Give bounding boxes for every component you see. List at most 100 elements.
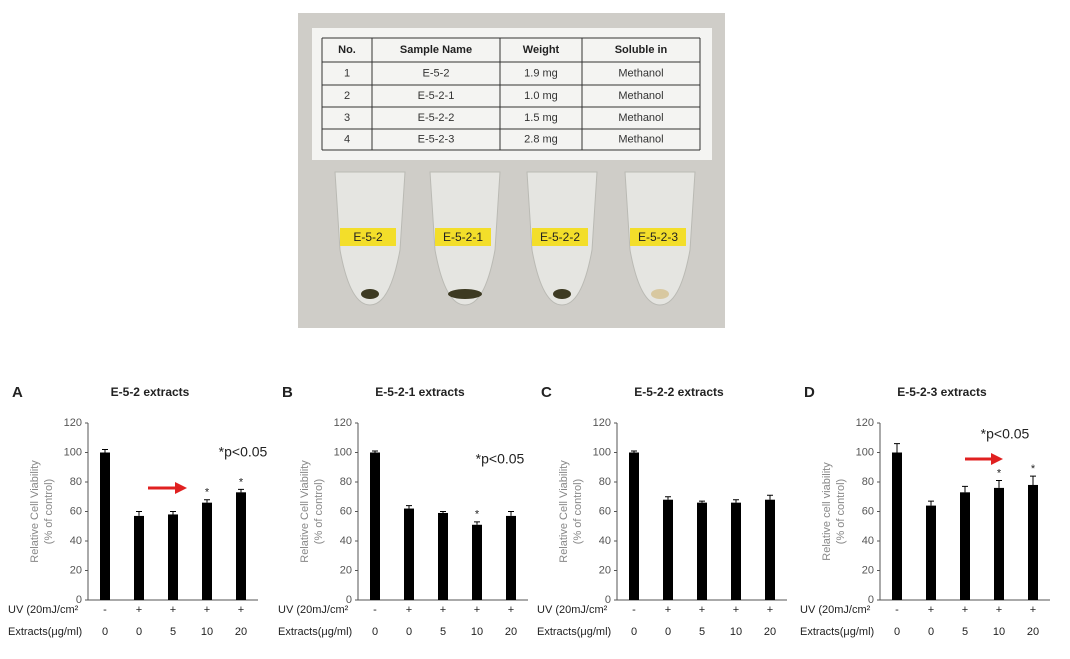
y-axis-title: (% of control)	[835, 479, 847, 544]
uv-label: +	[170, 604, 176, 616]
y-axis-title: Relative Cell Viability	[299, 460, 311, 563]
x-tick-label: 10	[993, 626, 1005, 638]
significance-star: *	[997, 467, 1002, 479]
x-tick-label: 20	[764, 626, 776, 638]
panel-letter: D	[804, 384, 815, 401]
y-tick-label: 80	[862, 476, 874, 488]
uv-label: +	[665, 604, 671, 616]
uv-label: +	[474, 604, 480, 616]
extract-row-label: Extracts(μg/ml)	[800, 626, 874, 638]
uv-label: +	[928, 604, 934, 616]
table-cell: 3	[344, 112, 350, 124]
uv-label: +	[406, 604, 412, 616]
significance-star: *	[475, 509, 480, 521]
significance-note: *p<0.05	[476, 451, 525, 467]
y-tick-label: 0	[346, 594, 352, 606]
y-tick-label: 80	[340, 476, 352, 488]
table-cell: Methanol	[618, 67, 663, 79]
uv-label: +	[962, 604, 968, 616]
y-tick-label: 20	[599, 564, 611, 576]
y-axis-title: (% of control)	[43, 479, 55, 544]
bar	[892, 452, 902, 600]
bar	[731, 502, 741, 600]
y-tick-label: 0	[76, 594, 82, 606]
table-cell: Methanol	[618, 90, 663, 102]
y-axis-title: Relative Cell Viability	[558, 460, 570, 563]
x-tick-label: 0	[894, 626, 900, 638]
x-tick-label: 0	[928, 626, 934, 638]
uv-row-label: UV (20mJ/cm²	[800, 604, 871, 616]
bar	[202, 502, 212, 600]
x-tick-label: 5	[170, 626, 176, 638]
y-axis-title: (% of control)	[313, 479, 325, 544]
error-bar	[508, 511, 514, 516]
tube-label: E-5-2-1	[443, 230, 483, 244]
x-tick-label: 10	[730, 626, 742, 638]
table-cell: 2	[344, 90, 350, 102]
uv-label: +	[238, 604, 244, 616]
error-bar	[894, 443, 900, 453]
error-bar	[136, 511, 142, 516]
tube-label: E-5-2-2	[540, 230, 580, 244]
y-tick-label: 20	[70, 564, 82, 576]
uv-label: +	[733, 604, 739, 616]
uv-label: -	[373, 604, 377, 616]
bar	[994, 487, 1004, 600]
x-tick-label: 20	[1027, 626, 1039, 638]
arrow-head	[991, 453, 1003, 465]
table-cell: 1.0 mg	[524, 90, 558, 102]
uv-label: +	[204, 604, 210, 616]
error-bar	[372, 450, 378, 453]
bar	[1028, 484, 1038, 600]
x-tick-label: 5	[440, 626, 446, 638]
uv-label: -	[632, 604, 636, 616]
y-axis-title: (% of control)	[572, 479, 584, 544]
table-cell: E-5-2	[423, 67, 450, 79]
y-tick-label: 80	[599, 476, 611, 488]
table-header: Soluble in	[615, 44, 668, 56]
x-tick-label: 0	[406, 626, 412, 638]
uv-label: -	[895, 604, 899, 616]
uv-label: +	[767, 604, 773, 616]
table-header: Sample Name	[400, 44, 472, 56]
table-cell: 1.9 mg	[524, 67, 558, 79]
y-tick-label: 100	[334, 446, 352, 458]
y-tick-label: 0	[605, 594, 611, 606]
tube-label-bg	[340, 228, 396, 246]
table-cell: 1	[344, 67, 350, 79]
y-tick-label: 80	[70, 476, 82, 488]
bar	[629, 452, 639, 600]
uv-row-label: UV (20mJ/cm²	[8, 604, 79, 616]
paper	[312, 28, 712, 160]
significance-note: *p<0.05	[219, 444, 268, 460]
panel-letter: A	[12, 384, 23, 401]
table-cell: E-5-2-2	[418, 112, 455, 124]
panel-letter: C	[541, 384, 552, 401]
bar	[472, 524, 482, 600]
extract-row-label: Extracts(μg/ml)	[537, 626, 611, 638]
table-cell: 2.8 mg	[524, 133, 558, 145]
y-tick-label: 20	[862, 564, 874, 576]
x-tick-label: 20	[505, 626, 517, 638]
x-tick-label: 0	[372, 626, 378, 638]
error-bar	[631, 450, 637, 453]
y-tick-label: 40	[70, 535, 82, 547]
error-bar	[962, 485, 968, 493]
error-bar	[1030, 475, 1036, 485]
bar	[134, 515, 144, 600]
table-header: No.	[338, 44, 356, 56]
y-tick-label: 20	[340, 564, 352, 576]
uv-label: +	[996, 604, 1002, 616]
y-tick-label: 40	[862, 535, 874, 547]
table-cell: E-5-2-3	[418, 133, 455, 145]
y-tick-label: 100	[856, 446, 874, 458]
x-tick-label: 20	[235, 626, 247, 638]
error-bar	[204, 499, 210, 503]
bar	[236, 492, 246, 600]
error-bar	[102, 449, 108, 453]
y-tick-label: 60	[599, 505, 611, 517]
chart-title: E-5-2-1 extracts	[375, 385, 465, 399]
tube-label-bg	[630, 228, 686, 246]
